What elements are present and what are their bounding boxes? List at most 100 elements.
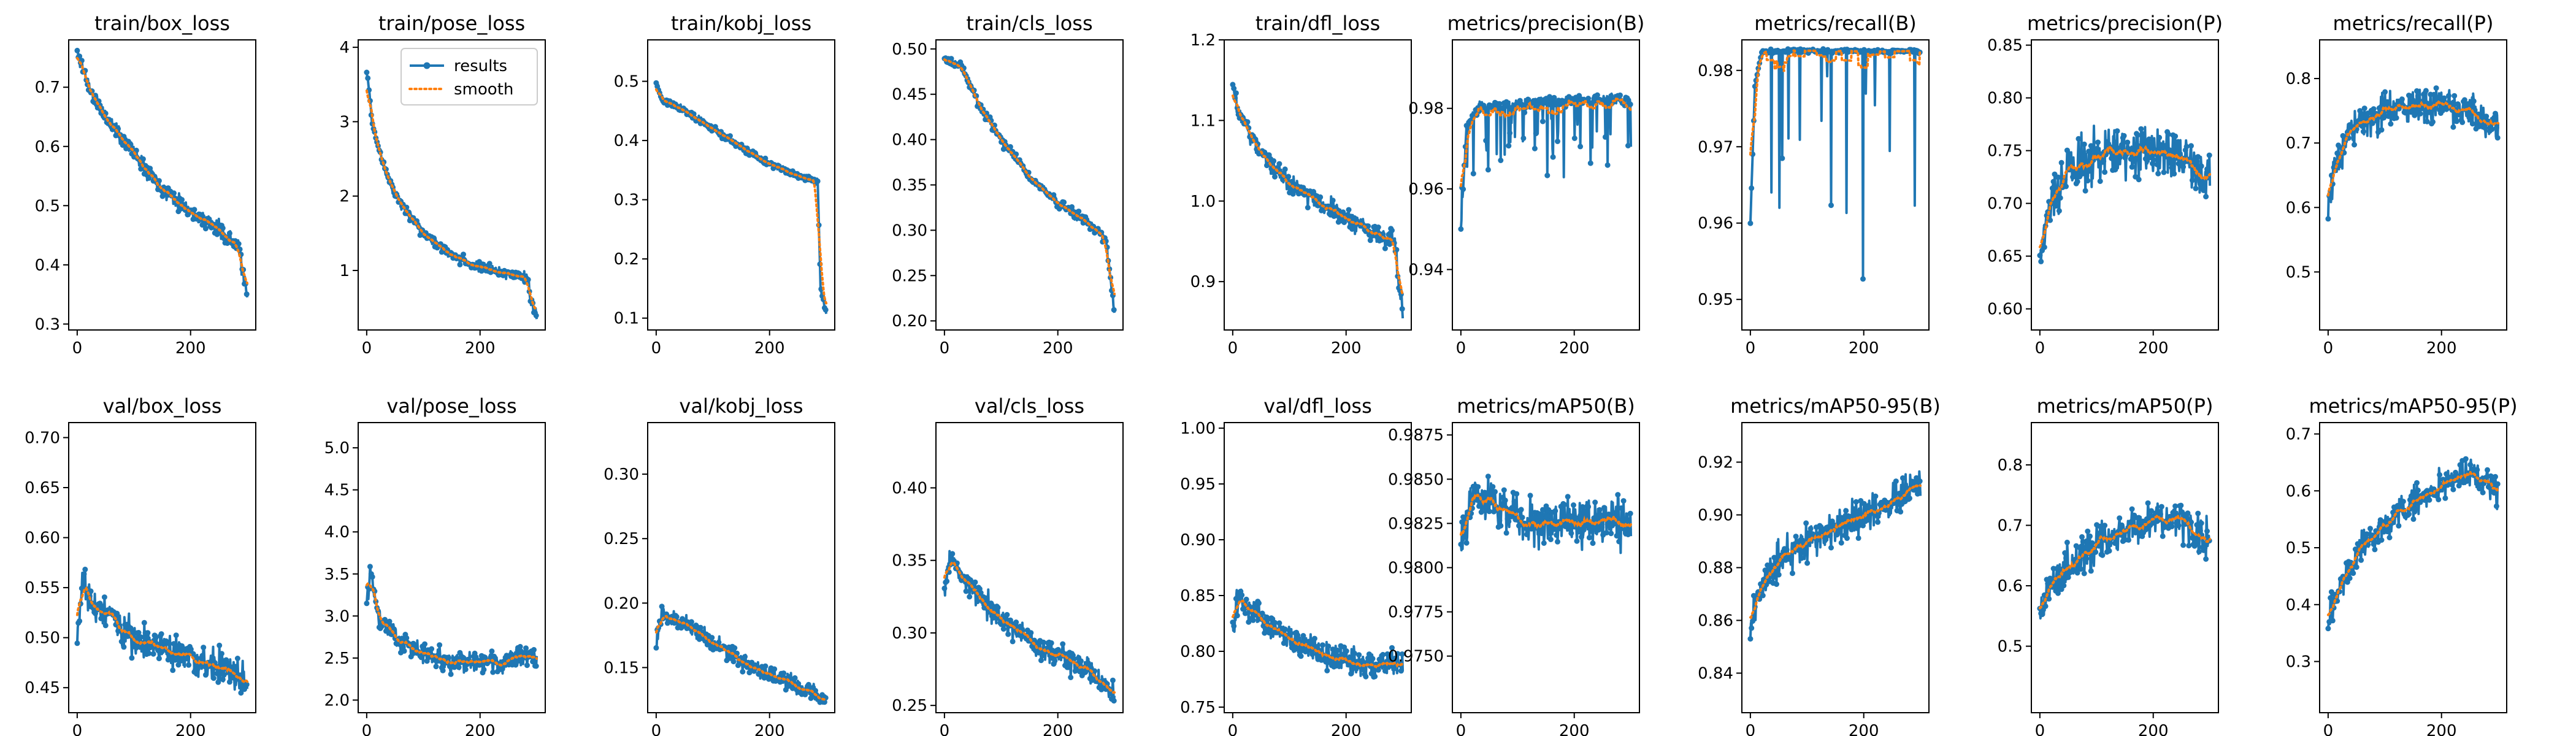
y-tick-label: 0.90 [1698, 507, 1733, 525]
results-point [709, 635, 715, 641]
results-line [654, 82, 828, 314]
y-tick-label: 0.9750 [1388, 648, 1444, 666]
results-point [234, 656, 240, 661]
results-point [1544, 172, 1551, 178]
results-line [365, 72, 539, 320]
y-tick-label: 0.9850 [1388, 470, 1444, 489]
y-tick-label: 0.3 [614, 191, 639, 210]
results-point [1485, 473, 1491, 480]
results-point [680, 616, 685, 622]
results-point [2080, 539, 2086, 545]
x-tick-label: 0 [651, 722, 662, 736]
results-point [1771, 554, 1777, 561]
results-point [146, 175, 152, 181]
results-point [1593, 513, 1600, 519]
plot-area [653, 604, 829, 705]
results-point [401, 648, 407, 654]
y-tick-label: 0.40 [892, 131, 927, 150]
results-point [1838, 540, 1844, 546]
results-point [2463, 456, 2469, 462]
smooth-line [2038, 145, 2212, 248]
results-point [1779, 155, 1785, 161]
results-point [2193, 185, 2199, 191]
results-point [2134, 132, 2141, 138]
results-point [1298, 653, 1304, 659]
legend-smooth-label: smooth [454, 80, 513, 99]
plot-area [941, 550, 1117, 704]
results-point [121, 644, 127, 650]
y-tick-label: 0.95 [1698, 291, 1733, 309]
panel-title: val/box_loss [103, 394, 222, 418]
results-point [2063, 555, 2069, 561]
results-point [1005, 631, 1011, 637]
results-point [1853, 499, 1859, 505]
results-point [2056, 208, 2062, 214]
results-point [949, 551, 956, 557]
results-point [166, 641, 172, 647]
results-point [1025, 169, 1032, 175]
results-point [2081, 570, 2087, 577]
results-point [2145, 500, 2151, 506]
results-point [2417, 499, 2423, 505]
results-point [1256, 600, 1262, 606]
results-point [1111, 307, 1117, 313]
results-point [1501, 487, 1507, 493]
results-point [218, 669, 224, 674]
results-point [2171, 171, 2177, 177]
results-point [1589, 528, 1595, 534]
results-point [1573, 515, 1579, 521]
smooth-line [654, 88, 828, 305]
results-point [102, 623, 109, 629]
results-point [2430, 119, 2436, 125]
results-point [2493, 125, 2499, 131]
results-point [1242, 610, 1248, 616]
x-tick-label: 0 [72, 339, 83, 358]
results-point [781, 670, 787, 677]
results-point [2197, 181, 2203, 187]
results-point [1486, 508, 1492, 515]
results-point [1551, 526, 1557, 532]
results-point [2115, 158, 2122, 164]
results-point [967, 594, 973, 600]
results-point [2399, 96, 2405, 102]
results-point [2101, 158, 2107, 164]
results-point [486, 261, 493, 267]
results-point [1499, 502, 1505, 508]
results-point [2204, 166, 2210, 172]
y-tick-label: 1.00 [1180, 420, 1216, 438]
results-point [1825, 524, 1831, 530]
results-point [2393, 115, 2399, 121]
results-point [2410, 516, 2417, 522]
axes-frame [2031, 422, 2219, 713]
results-point [1541, 540, 1547, 546]
results-point [1617, 92, 1623, 98]
results-point [2065, 574, 2071, 580]
results-point [2482, 125, 2488, 131]
smooth-line [1459, 493, 1633, 536]
axes-frame [1224, 422, 1412, 713]
results-point [1038, 657, 1044, 664]
x-tick-label: 0 [1228, 339, 1238, 358]
legend-results-marker [423, 62, 431, 69]
results-point [2202, 545, 2208, 551]
results-point [490, 669, 496, 675]
results-point [2083, 173, 2090, 179]
results-point [2206, 152, 2212, 158]
results-point [1389, 645, 1395, 651]
results-point [533, 313, 539, 318]
results-point [524, 662, 530, 669]
y-tick-label: 0.85 [1987, 37, 2023, 55]
results-point [1476, 503, 1482, 509]
results-point [1502, 497, 1508, 504]
panel-title: metrics/recall(B) [1754, 12, 1917, 35]
results-point [673, 614, 680, 620]
results-point [2415, 487, 2421, 493]
results-point [2062, 550, 2068, 556]
results-point [1491, 508, 1497, 515]
results-point [2136, 515, 2142, 521]
results-point [1340, 209, 1346, 215]
results-point [1506, 518, 1512, 524]
plot-area [1747, 46, 1923, 282]
results-point [1092, 668, 1098, 674]
results-point [2381, 115, 2387, 121]
